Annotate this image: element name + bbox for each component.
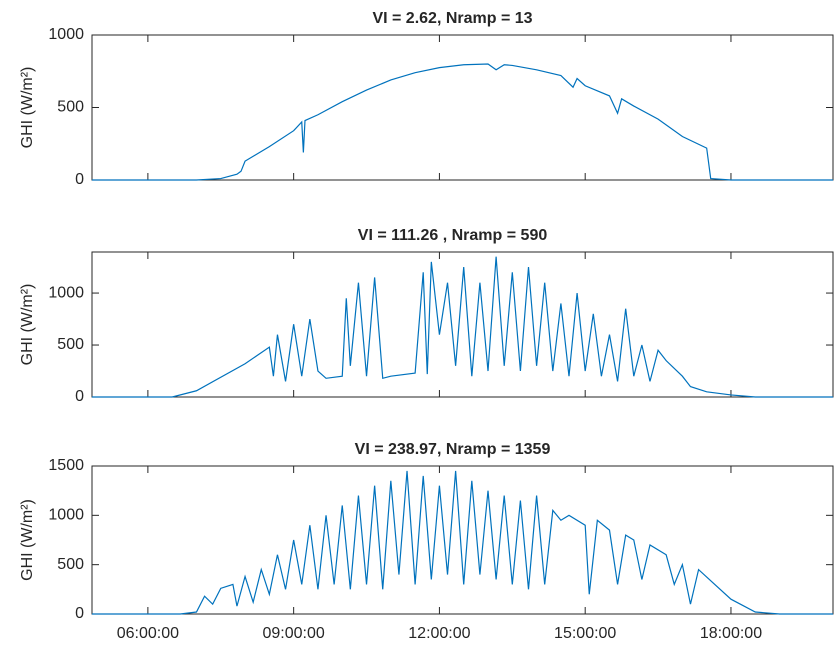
axes-box [91,465,834,615]
x-tick-label: 06:00:00 [117,625,179,642]
data-line [92,256,833,398]
y-axis-label: GHI (W/m²) [19,284,36,366]
chart-title: VI = 111.26 , Nramp = 590 [358,227,548,244]
chart-title: VI = 238.97, Nramp = 1359 [355,441,551,458]
y-tick-label: 0 [75,171,84,188]
y-tick-label: 1000 [48,284,84,301]
y-tick-label: 500 [57,99,84,116]
y-tick-label: 500 [57,556,84,573]
y-tick-label: 500 [57,336,84,353]
data-line [92,470,833,615]
x-tick-label: 12:00:00 [408,625,470,642]
chart-title: VI = 2.62, Nramp = 13 [372,10,532,27]
y-tick-label: 0 [75,388,84,405]
x-tick-label: 09:00:00 [263,625,325,642]
x-tick-label: 15:00:00 [554,625,616,642]
x-tick-label: 18:00:00 [700,625,762,642]
axes-box [91,34,834,181]
y-axis-label: GHI (W/m²) [19,499,36,581]
data-line [92,63,833,181]
y-tick-label: 1500 [48,457,84,474]
y-tick-label: 1000 [48,26,84,43]
y-axis-label: GHI (W/m²) [19,67,36,149]
axes-box [91,251,834,398]
y-tick-label: 0 [75,605,84,622]
y-tick-label: 1000 [48,507,84,524]
